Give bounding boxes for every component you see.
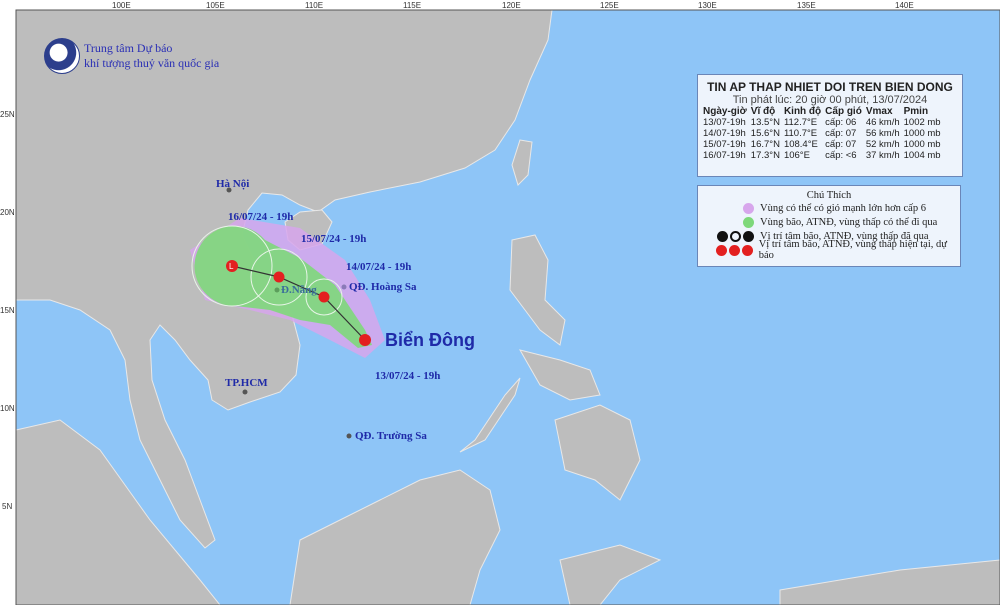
current-storm-icon xyxy=(715,244,727,256)
lon-label: 115E xyxy=(403,1,422,10)
current-depression-icon xyxy=(728,244,740,256)
label-hanoi: Hà Nội xyxy=(216,178,250,190)
label-truong-sa: QĐ. Trường Sa xyxy=(355,430,427,442)
lon-label: 125E xyxy=(600,1,619,10)
forecast-cone: L xyxy=(190,218,385,358)
svg-text:L: L xyxy=(229,262,234,271)
lat-label: 5N xyxy=(2,502,13,511)
lat-label: 25N xyxy=(0,110,15,119)
lat-label: 10N xyxy=(0,404,15,413)
bulletin-title: TIN AP THAP NHIET DOI TREN BIEN DONG xyxy=(707,80,953,94)
track-label-14-07: 14/07/24 - 19h xyxy=(346,261,412,273)
sumatra xyxy=(15,419,221,605)
table-row: 14/07-19h 15.6°N 110.7°E cấp: 07 56 km/h 1000… xyxy=(703,128,941,139)
center-13-07 xyxy=(359,334,371,346)
center-15-07 xyxy=(273,271,285,283)
table-row: 16/07-19h 17.3°N 106°E cấp: <6 37 km/h 1004 m… xyxy=(703,150,941,161)
lat-label: 20N xyxy=(0,208,15,217)
org-logo: Trung tâm Dự báo khí tượng thuỷ văn quốc … xyxy=(44,38,219,74)
track-label-13-07: 13/07/24 - 19h xyxy=(375,370,441,382)
bulletin-issued: Tin phát lúc: 20 giờ 00 phút, 13/07/2024 xyxy=(732,94,928,106)
label-bien-dong: Biển Đông xyxy=(385,330,475,350)
past-storm-icon xyxy=(717,230,728,242)
mindanao xyxy=(554,404,641,501)
luzon xyxy=(509,234,566,346)
palawan xyxy=(459,377,521,453)
lon-label: 105E xyxy=(206,1,225,10)
lon-label: 100E xyxy=(112,1,131,10)
nchmf-logo-icon xyxy=(44,38,80,74)
legend-item: Vị trí tâm bão, ATNĐ, vùng thấp hiện tại… xyxy=(698,239,960,261)
org-name-line2: khí tượng thuỷ văn quốc gia xyxy=(84,56,220,70)
label-hcm: TP.HCM xyxy=(225,377,268,389)
mainland-asia xyxy=(15,9,553,549)
lon-label: 135E xyxy=(797,1,816,10)
lon-label: 120E xyxy=(502,1,521,10)
track-label-16-07: 16/07/24 - 19h xyxy=(228,211,294,223)
table-row: 15/07-19h 16.7°N 108.4°E cấp: 07 52 km/h 1000… xyxy=(703,139,941,150)
taiwan xyxy=(511,139,533,186)
legend-item: Vị trí tâm bão, ATNĐ, vùng thấp đã qua xyxy=(698,229,960,243)
legend-item: Vùng bão, ATNĐ, vùng thấp có thể đi qua xyxy=(698,215,960,229)
green-zone-icon xyxy=(743,216,754,228)
track-zone xyxy=(194,225,372,348)
label-da-nang: Đ.Nẵng xyxy=(281,284,317,296)
lon-label: 110E xyxy=(305,1,324,10)
borneo xyxy=(289,469,501,605)
center-16-07 xyxy=(226,260,238,272)
lon-label: 140E xyxy=(895,1,914,10)
track-label-15-07: 15/07/24 - 19h xyxy=(301,233,367,245)
land xyxy=(15,9,1000,605)
lon-label: 130E xyxy=(698,1,717,10)
place-dots xyxy=(226,187,352,439)
label-hoang-sa: QĐ. Hoàng Sa xyxy=(349,281,417,293)
forecast-table: Ngày-giờ Vĩ độ Kinh độ Cấp gió Vmax Pmin 13/0… xyxy=(703,106,945,161)
current-low-icon xyxy=(741,244,753,256)
org-name-line1: Trung tâm Dự báo xyxy=(84,41,173,55)
visayas xyxy=(518,349,601,401)
legend-box: Chú Thích Vùng có thể có gió mạnh lớn hơ… xyxy=(697,185,961,267)
legend-title: Chú Thích xyxy=(806,190,852,201)
new-guinea xyxy=(779,559,1000,605)
table-row: 13/07-19h 13.5°N 112.7°E cấp: 06 46 km/h 1002… xyxy=(703,117,941,128)
track-line xyxy=(231,265,366,341)
legend-item: Vùng có thể có gió mạnh lớn hơn cấp 6 xyxy=(698,201,960,215)
pink-zone-icon xyxy=(743,202,754,214)
sulawesi xyxy=(559,544,662,605)
past-depression-icon xyxy=(730,230,741,242)
lat-label: 15N xyxy=(0,306,15,315)
center-14-07 xyxy=(318,291,330,303)
past-low-icon xyxy=(743,230,754,242)
bulletin-box: TIN AP THAP NHIET DOI TREN BIEN DONG Tin… xyxy=(697,74,963,177)
